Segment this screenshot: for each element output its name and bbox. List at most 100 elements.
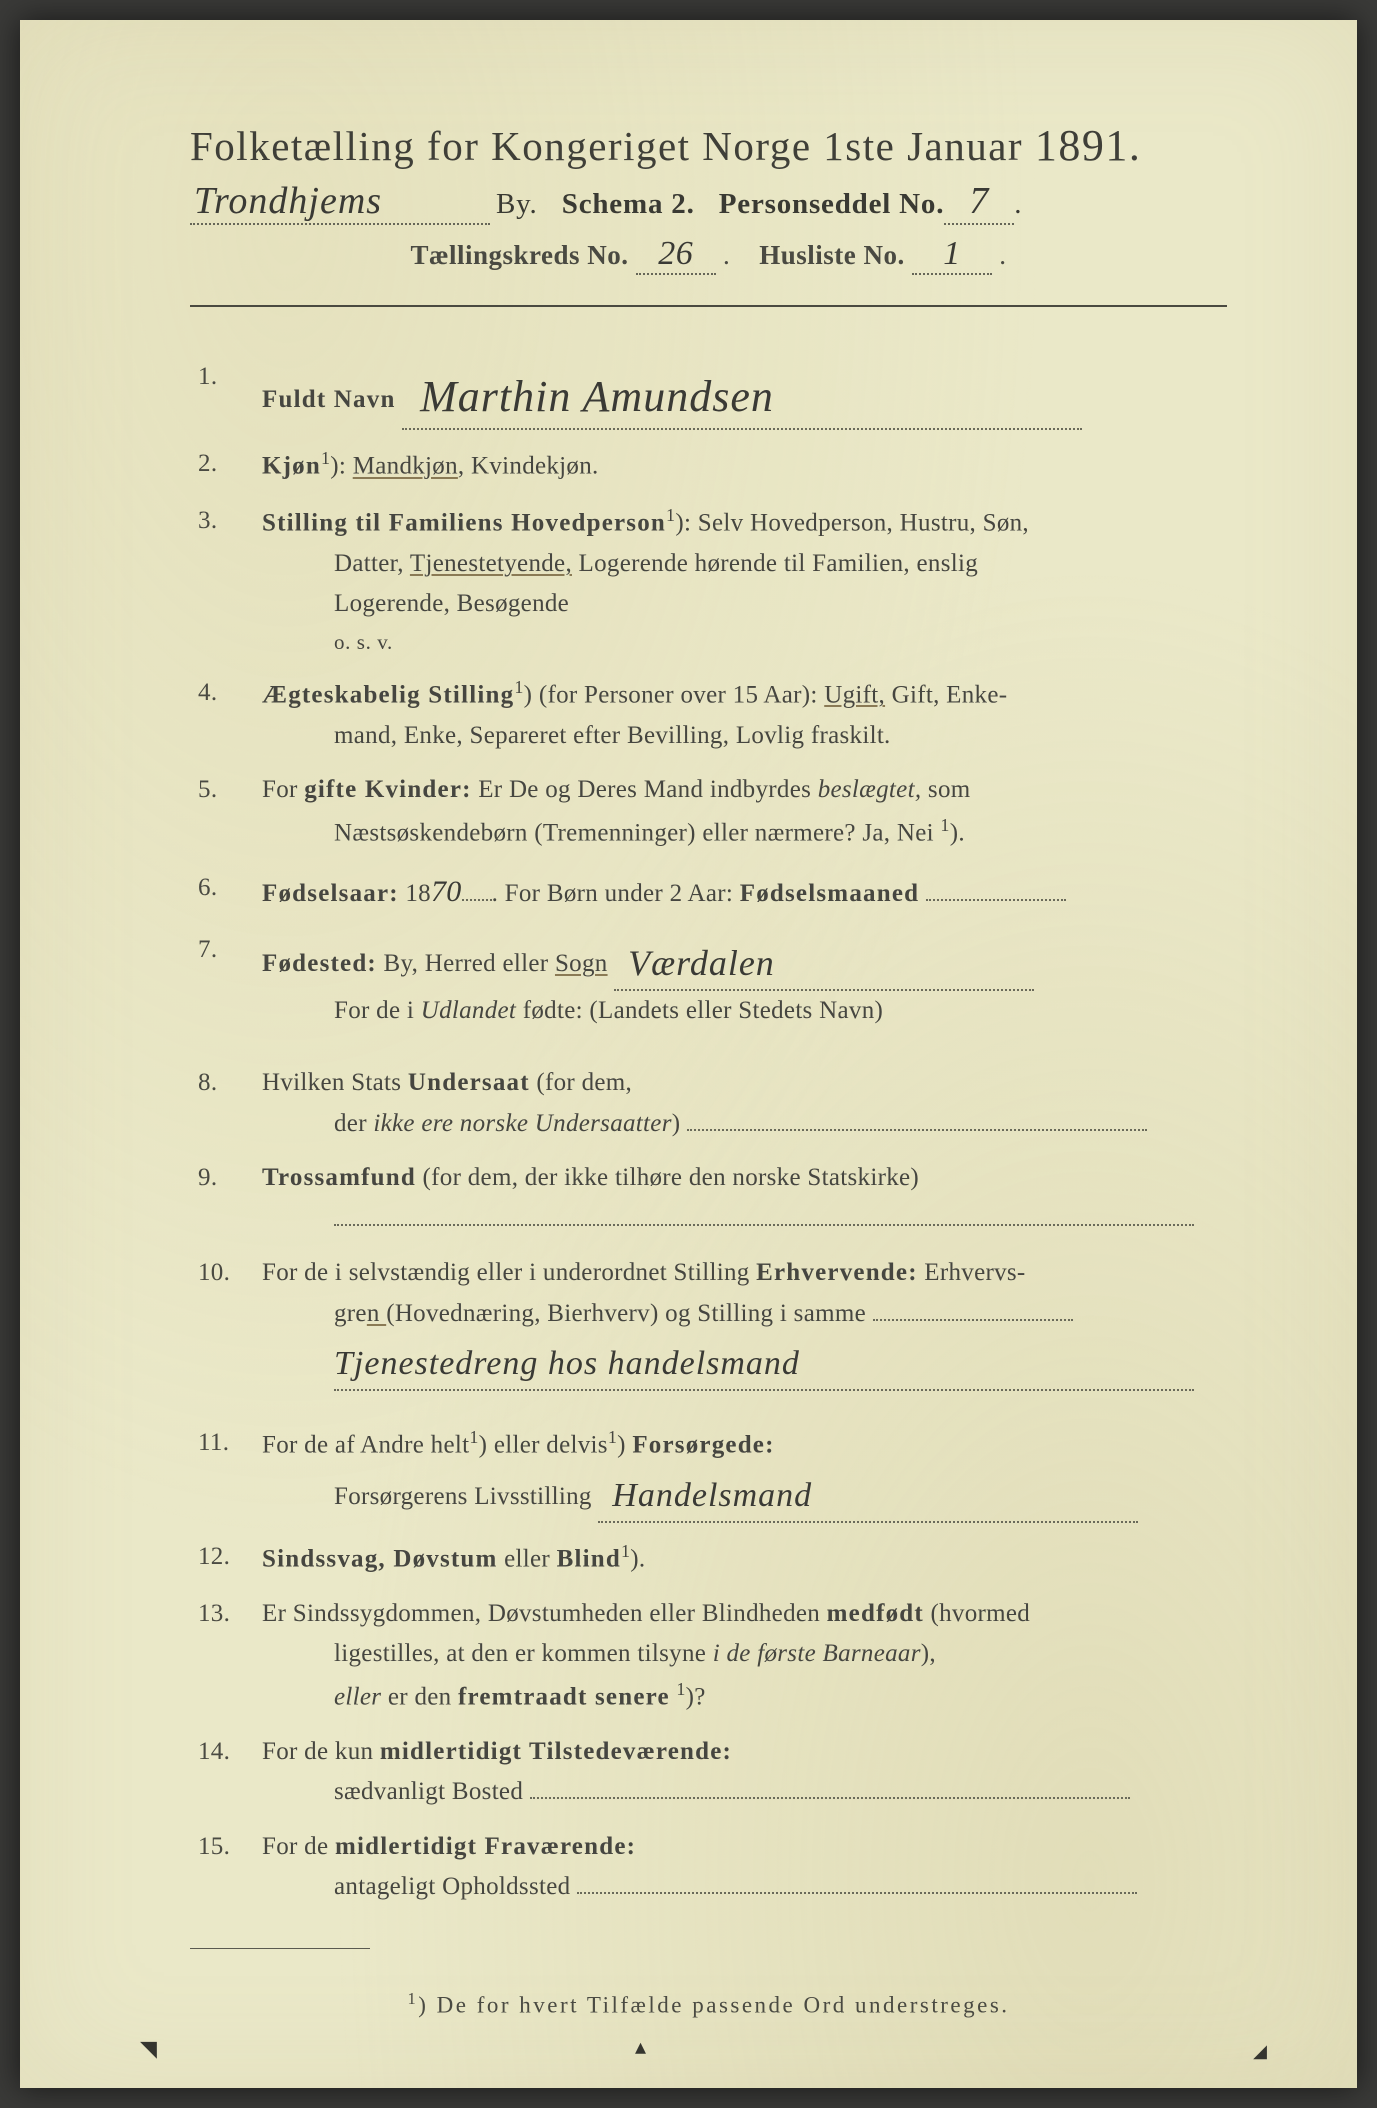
item5-line2: Næstsøskendebørn (Tremenninger) eller næ… — [334, 819, 940, 846]
dot: . — [723, 240, 730, 270]
item10-line2a: gre — [334, 1300, 367, 1327]
item13-line3i: eller — [334, 1683, 381, 1710]
item7-handwritten: Værdalen — [614, 943, 775, 983]
item2-underlined: Mandkjøn — [353, 453, 458, 480]
item11-handwritten: Handelsmand — [598, 1477, 812, 1514]
item-15: For de midlertidigt Fraværende: antageli… — [190, 1827, 1227, 1908]
item8-line2i: ikke ere norske Undersaatter — [373, 1110, 671, 1137]
item8-line2a: der — [334, 1110, 373, 1137]
footnote-sup: 1 — [407, 1989, 418, 2008]
census-form-page: Folketælling for Kongeriget Norge 1ste J… — [20, 20, 1357, 2088]
item7-line2i: Udlandet — [421, 997, 516, 1024]
item13-c: (hvormed — [924, 1600, 1030, 1627]
items-list: Fuldt Navn Marthin Amundsen Kjøn1): Mand… — [190, 357, 1227, 1908]
item-8: Hvilken Stats Undersaat (for dem, der ik… — [190, 1063, 1227, 1144]
item-4: Ægteskabelig Stilling1) (for Personer ov… — [190, 673, 1227, 756]
item7-textu: Sogn — [555, 950, 608, 977]
subtitle-row: Trondhjems By. Schema 2. Personseddel No… — [190, 179, 1227, 225]
item5-c: Er De og Deres Mand indbyrdes — [472, 776, 818, 803]
item-10: For de i selvstændig eller i underordnet… — [190, 1253, 1227, 1391]
divider-footnote — [190, 1948, 370, 1949]
item8-a: Hvilken Stats — [262, 1069, 408, 1096]
item11-bold: Forsørgede: — [632, 1431, 774, 1458]
city-handwritten: Trondhjems — [194, 180, 382, 222]
item5-end: ). — [950, 819, 965, 846]
item2-rest: , Kvindekjøn. — [458, 453, 599, 480]
item-6: Fødselsaar: 1870. For Børn under 2 Aar: … — [190, 868, 1227, 917]
item11-sup2: 1 — [608, 1427, 617, 1447]
item3-sup: 1 — [666, 505, 675, 525]
item11-line2: Forsørgerens Livsstilling — [334, 1483, 592, 1510]
item3-line2u: Tjenestetyende, — [410, 550, 572, 577]
kreds-label: Tællingskreds No. — [410, 240, 628, 270]
item4-line1u: Ugift, — [824, 681, 885, 708]
divider-main — [190, 305, 1227, 307]
dot: . — [1014, 188, 1022, 221]
item3-line4: o. s. v. — [262, 625, 1227, 659]
item9-text: (for dem, der ikke tilhøre den norske St… — [416, 1164, 919, 1191]
footnote-text: ) De for hvert Tilfælde passende Ord und… — [418, 1992, 1009, 2017]
item4-line1a: (for Personer over 15 Aar): — [532, 681, 824, 708]
item4-line1b: Gift, Enke- — [885, 681, 1007, 708]
item8-line2b: ) — [672, 1110, 681, 1137]
item10-line2b: (Hovednæring, Bierhverv) og Stilling i s… — [386, 1300, 866, 1327]
item15-a: For de — [262, 1833, 335, 1860]
item11-a: For de af Andre helt — [262, 1431, 469, 1458]
item10-line2u: n — [367, 1300, 386, 1327]
item-3: Stilling til Familiens Hovedperson1): Se… — [190, 501, 1227, 659]
item6-yearpre: 18 — [399, 880, 431, 907]
item1-handwritten: Marthin Amundsen — [402, 372, 774, 421]
item13-line2i: i de første Barneaar — [713, 1640, 921, 1667]
item12-end: ). — [630, 1545, 645, 1572]
husliste-label: Husliste No. — [759, 240, 905, 270]
item3-line1: Selv Hovedperson, Hustru, Søn, — [698, 509, 1029, 536]
kreds-no: 26 — [658, 235, 693, 272]
caret-mark: ▴ — [635, 2034, 646, 2060]
item6-labela: Fødselsaar: — [262, 880, 399, 907]
item12-label: Sindssvag, Døvstum — [262, 1545, 498, 1572]
item15-line2: antageligt Opholdssted — [334, 1873, 570, 1900]
item10-a: For de i selvstændig eller i underordnet… — [262, 1259, 756, 1286]
item3-line2b: Logerende hørende til Familien, enslig — [572, 550, 978, 577]
item4-sup: 1 — [514, 677, 523, 697]
item3-label: Stilling til Familiens Hovedperson — [262, 509, 666, 536]
kreds-row: Tællingskreds No. 26 . Husliste No. 1 . — [190, 235, 1227, 275]
item13-line3c: )? — [686, 1683, 706, 1710]
schema-label: Schema 2. — [562, 188, 695, 220]
item11-c: ) — [617, 1431, 632, 1458]
footnote: 1) De for hvert Tilfælde passende Ord un… — [190, 1989, 1227, 2019]
corner-mark-left: ◥ — [140, 2036, 157, 2062]
item14-a: For de kun — [262, 1738, 380, 1765]
item14-b: midlertidigt Tilstedeværende: — [380, 1738, 732, 1765]
form-title: Folketælling for Kongeriget Norge 1ste J… — [190, 120, 1227, 171]
item5-d: som — [921, 776, 970, 803]
item8-c: (for dem, — [530, 1069, 632, 1096]
item-14: For de kun midlertidigt Tilstedeværende:… — [190, 1732, 1227, 1813]
item10-handwritten: Tjenestedreng hos handelsmand — [334, 1345, 800, 1382]
item7-label: Fødested: — [262, 950, 377, 977]
item3-line2a: Datter, — [334, 550, 410, 577]
item2-sup: 1 — [321, 448, 330, 468]
item13-sup: 1 — [676, 1679, 685, 1699]
item6-yearhw: 70 — [431, 875, 462, 908]
item13-b: medfødt — [827, 1600, 924, 1627]
husliste-no: 1 — [943, 235, 961, 272]
title-year: 1891. — [1035, 121, 1142, 170]
item11-sup1: 1 — [469, 1427, 478, 1447]
item10-c: Erhvervs- — [918, 1259, 1026, 1286]
item-12: Sindssvag, Døvstum eller Blind1). — [190, 1537, 1227, 1580]
item12-labelb: Blind — [557, 1545, 621, 1572]
item12-texta: eller — [498, 1545, 557, 1572]
personseddel-label: Personseddel No. — [719, 188, 944, 220]
personseddel-no: 7 — [969, 180, 989, 222]
corner-mark-right: ◢ — [1253, 2041, 1267, 2062]
item7-line2b: fødte: (Landets eller Stedets Navn) — [516, 997, 883, 1024]
title-text: Folketælling for Kongeriget Norge 1ste J… — [190, 123, 1035, 169]
item3-line3: Logerende, Besøgende — [262, 584, 1227, 625]
by-label: By. — [496, 188, 538, 220]
item4-line2: mand, Enke, Separeret efter Bevilling, L… — [262, 716, 1227, 757]
item5-a: For — [262, 776, 304, 803]
item8-b: Undersaat — [408, 1069, 530, 1096]
dot: . — [999, 240, 1006, 270]
item-13: Er Sindssygdommen, Døvstumheden eller Bl… — [190, 1594, 1227, 1718]
